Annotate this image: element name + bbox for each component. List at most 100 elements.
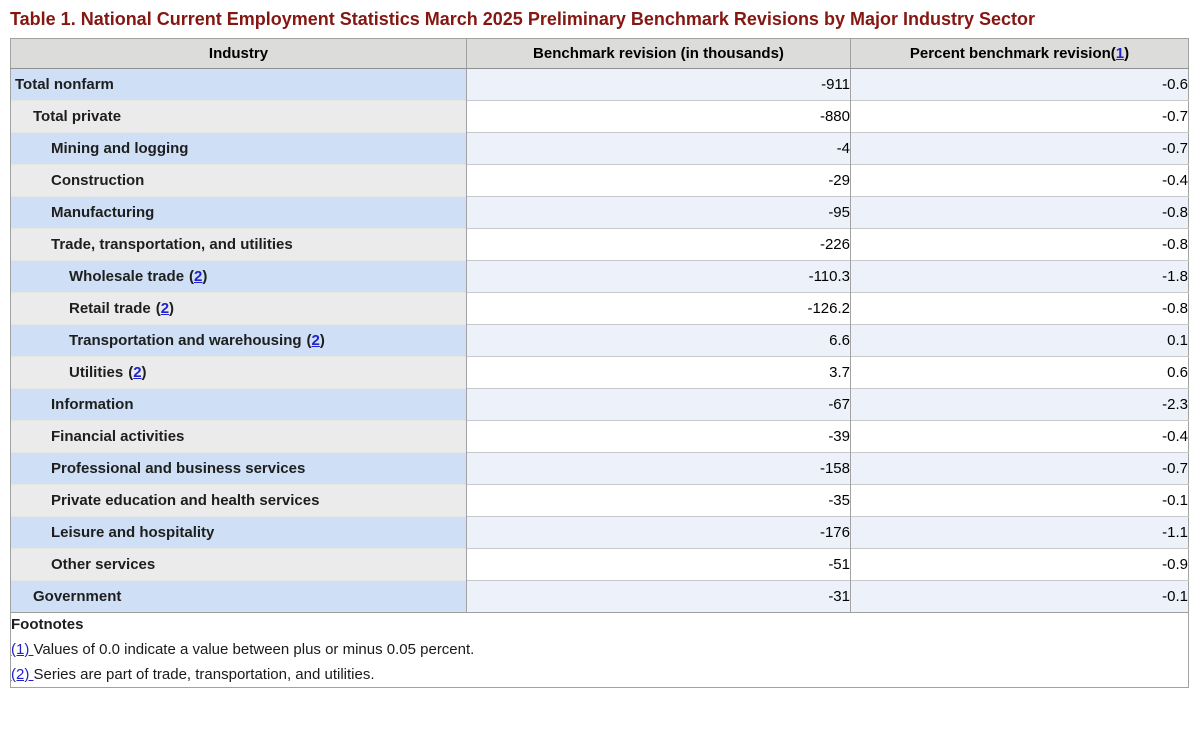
percent-revision-cell: -0.8 bbox=[850, 196, 1189, 229]
industry-label: Trade, transportation, and utilities bbox=[51, 236, 293, 253]
footnote-item: (1) Values of 0.0 indicate a value betwe… bbox=[11, 637, 1188, 662]
benchmark-revision-cell: -880 bbox=[466, 100, 851, 133]
industry-label: Mining and logging bbox=[51, 140, 189, 157]
table-row: Total private -880 -0.7 bbox=[10, 100, 1189, 133]
industry-label: Professional and business services bbox=[51, 460, 306, 477]
industry-label: Construction bbox=[51, 172, 145, 189]
industry-label: Transportation and warehousing bbox=[69, 332, 302, 349]
footnote-open-paren: ( bbox=[306, 332, 312, 349]
industry-cell: Private education and health services bbox=[10, 484, 467, 517]
benchmark-revision-cell: -67 bbox=[466, 388, 851, 421]
table-row: Other services -51 -0.9 bbox=[10, 548, 1189, 581]
industry-cell: Total private bbox=[10, 100, 467, 133]
table-header: Industry Benchmark revision (in thousand… bbox=[10, 38, 1189, 69]
percent-revision-cell: -0.4 bbox=[850, 164, 1189, 197]
footnote-ref-link[interactable]: 2 bbox=[160, 300, 170, 317]
industry-label: Wholesale trade bbox=[69, 268, 185, 285]
benchmark-revision-cell: -39 bbox=[466, 420, 851, 453]
footnotes-cell: Footnotes (1) Values of 0.0 indicate a v… bbox=[10, 612, 1189, 688]
industry-label: Utilities bbox=[69, 364, 124, 381]
footnote-ref-link[interactable]: 2 bbox=[194, 268, 203, 285]
footnote-open-paren: ( bbox=[155, 300, 161, 317]
footnote-item: (2) Series are part of trade, transporta… bbox=[11, 662, 1188, 687]
percent-revision-cell: -0.1 bbox=[850, 580, 1189, 613]
header-footnote-marker: (1) bbox=[1111, 45, 1129, 62]
industry-cell: Transportation and warehousing (2) bbox=[10, 324, 467, 357]
industry-cell: Manufacturing bbox=[10, 196, 467, 229]
footnotes-row: Footnotes (1) Values of 0.0 indicate a v… bbox=[10, 612, 1189, 688]
footnote-open-paren: ( bbox=[128, 364, 134, 381]
industry-cell: Professional and business services bbox=[10, 452, 467, 485]
industry-cell: Leisure and hospitality bbox=[10, 516, 467, 549]
percent-revision-cell: -0.8 bbox=[850, 228, 1189, 261]
benchmark-revision-cell: -4 bbox=[466, 132, 851, 165]
footnote-text: Values of 0.0 indicate a value between p… bbox=[33, 641, 475, 658]
industry-cell: Total nonfarm bbox=[10, 68, 467, 101]
table-footer: Footnotes (1) Values of 0.0 indicate a v… bbox=[10, 612, 1189, 688]
industry-cell: Retail trade (2) bbox=[10, 292, 467, 325]
footnote-close-paren: ) bbox=[202, 268, 208, 285]
footnote-text: Series are part of trade, transportation… bbox=[33, 666, 375, 683]
table-row: Construction -29 -0.4 bbox=[10, 164, 1189, 197]
table-row: Manufacturing -95 -0.8 bbox=[10, 196, 1189, 229]
percent-revision-cell: -0.6 bbox=[850, 68, 1189, 101]
percent-revision-cell: -0.7 bbox=[850, 452, 1189, 485]
industry-cell: Information bbox=[10, 388, 467, 421]
industry-label: Manufacturing bbox=[51, 204, 155, 221]
table-row: Mining and logging -4 -0.7 bbox=[10, 132, 1189, 165]
footnote-ref-link[interactable]: (1) bbox=[11, 641, 34, 658]
column-header-industry: Industry bbox=[10, 38, 467, 69]
industry-label: Total private bbox=[33, 108, 122, 125]
percent-revision-cell: 0.6 bbox=[850, 356, 1189, 389]
footnote-close-paren: ) bbox=[1124, 45, 1130, 62]
benchmark-revision-cell: -95 bbox=[466, 196, 851, 229]
industry-cell: Trade, transportation, and utilities bbox=[10, 228, 467, 261]
industry-footnote-marker: (2) bbox=[189, 268, 207, 285]
benchmark-revision-cell: -35 bbox=[466, 484, 851, 517]
industry-label: Retail trade bbox=[69, 300, 151, 317]
industry-cell: Wholesale trade (2) bbox=[10, 260, 467, 293]
industry-footnote-marker: (2) bbox=[156, 300, 174, 317]
percent-revision-cell: -0.1 bbox=[850, 484, 1189, 517]
industry-cell: Financial activities bbox=[10, 420, 467, 453]
table-row: Total nonfarm -911 -0.6 bbox=[10, 68, 1189, 101]
benchmark-revision-cell: 6.6 bbox=[466, 324, 851, 357]
footnote-close-paren: ) bbox=[141, 364, 147, 381]
industry-footnote-marker: (2) bbox=[307, 332, 325, 349]
footnote-open-paren: ( bbox=[189, 268, 195, 285]
benchmark-revision-cell: -226 bbox=[466, 228, 851, 261]
footnote-ref-link[interactable]: 2 bbox=[133, 364, 142, 381]
footnotes-heading: Footnotes bbox=[11, 616, 84, 633]
table-row: Utilities (2) 3.7 0.6 bbox=[10, 356, 1189, 389]
table-row: Information -67 -2.3 bbox=[10, 388, 1189, 421]
percent-revision-cell: -0.7 bbox=[850, 132, 1189, 165]
table-row: Leisure and hospitality -176 -1.1 bbox=[10, 516, 1189, 549]
industry-footnote-marker: (2) bbox=[128, 364, 146, 381]
footnote-ref-link[interactable]: 2 bbox=[311, 332, 320, 349]
table-row: Private education and health services -3… bbox=[10, 484, 1189, 517]
industry-cell: Mining and logging bbox=[10, 132, 467, 165]
footnote-ref-link[interactable]: (2) bbox=[11, 666, 34, 683]
benchmark-revision-cell: -51 bbox=[466, 548, 851, 581]
percent-revision-cell: -0.7 bbox=[850, 100, 1189, 133]
footnote-close-paren: ) bbox=[319, 332, 325, 349]
benchmark-revisions-table: Industry Benchmark revision (in thousand… bbox=[10, 38, 1189, 688]
footnote-open-paren: ( bbox=[1110, 45, 1116, 62]
percent-revision-cell: -0.9 bbox=[850, 548, 1189, 581]
industry-cell: Utilities (2) bbox=[10, 356, 467, 389]
header-row: Industry Benchmark revision (in thousand… bbox=[10, 38, 1189, 69]
table-body: Total nonfarm -911 -0.6 Total private -8… bbox=[10, 68, 1189, 613]
industry-label: Government bbox=[33, 588, 122, 605]
percent-revision-cell: -1.8 bbox=[850, 260, 1189, 293]
benchmark-revision-cell: -29 bbox=[466, 164, 851, 197]
benchmark-revision-cell: -31 bbox=[466, 580, 851, 613]
table-row: Transportation and warehousing (2) 6.6 0.… bbox=[10, 324, 1189, 357]
industry-label: Financial activities bbox=[51, 428, 185, 445]
industry-cell: Other services bbox=[10, 548, 467, 581]
footnote-ref-link[interactable]: 1 bbox=[1115, 45, 1125, 62]
benchmark-revision-cell: -176 bbox=[466, 516, 851, 549]
table-row: Government -31 -0.1 bbox=[10, 580, 1189, 613]
percent-revision-cell: 0.1 bbox=[850, 324, 1189, 357]
benchmark-revision-cell: -110.3 bbox=[466, 260, 851, 293]
